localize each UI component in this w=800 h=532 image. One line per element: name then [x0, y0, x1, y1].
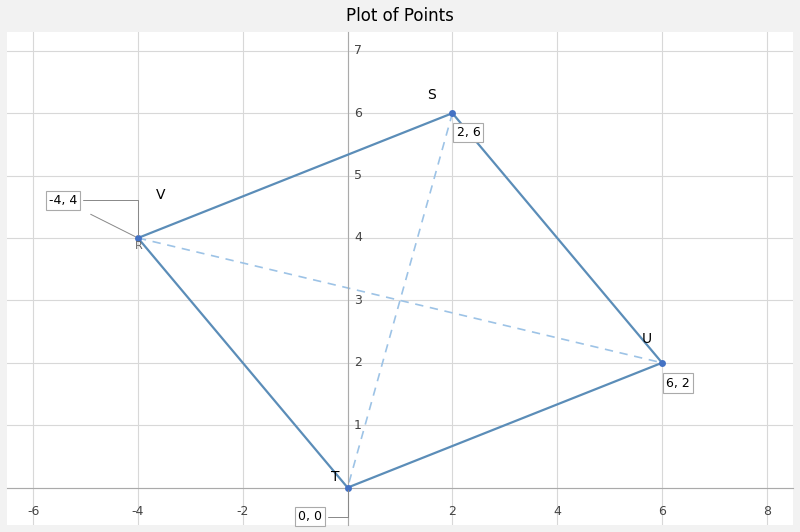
Text: 1: 1 — [354, 419, 362, 431]
Text: -4, 4: -4, 4 — [49, 194, 138, 235]
Text: S: S — [427, 88, 436, 103]
Text: -6: -6 — [27, 505, 39, 518]
Text: 5: 5 — [354, 169, 362, 182]
Text: T: T — [331, 470, 339, 484]
Text: U: U — [642, 332, 652, 346]
Text: R: R — [135, 241, 143, 251]
Text: 0, 0: 0, 0 — [298, 491, 347, 523]
Text: V: V — [156, 188, 166, 202]
Text: 6: 6 — [354, 107, 362, 120]
Text: -4: -4 — [132, 505, 144, 518]
Text: 4: 4 — [554, 505, 561, 518]
Title: Plot of Points: Plot of Points — [346, 7, 454, 25]
Text: 6, 2: 6, 2 — [666, 377, 690, 389]
Text: 2, 6: 2, 6 — [457, 126, 480, 139]
Text: 3: 3 — [354, 294, 362, 307]
Text: 2: 2 — [354, 356, 362, 369]
Text: 2: 2 — [449, 505, 456, 518]
Text: 8: 8 — [763, 505, 771, 518]
Text: 6: 6 — [658, 505, 666, 518]
Text: -2: -2 — [237, 505, 249, 518]
Text: 4: 4 — [354, 231, 362, 245]
Text: 7: 7 — [354, 44, 362, 57]
